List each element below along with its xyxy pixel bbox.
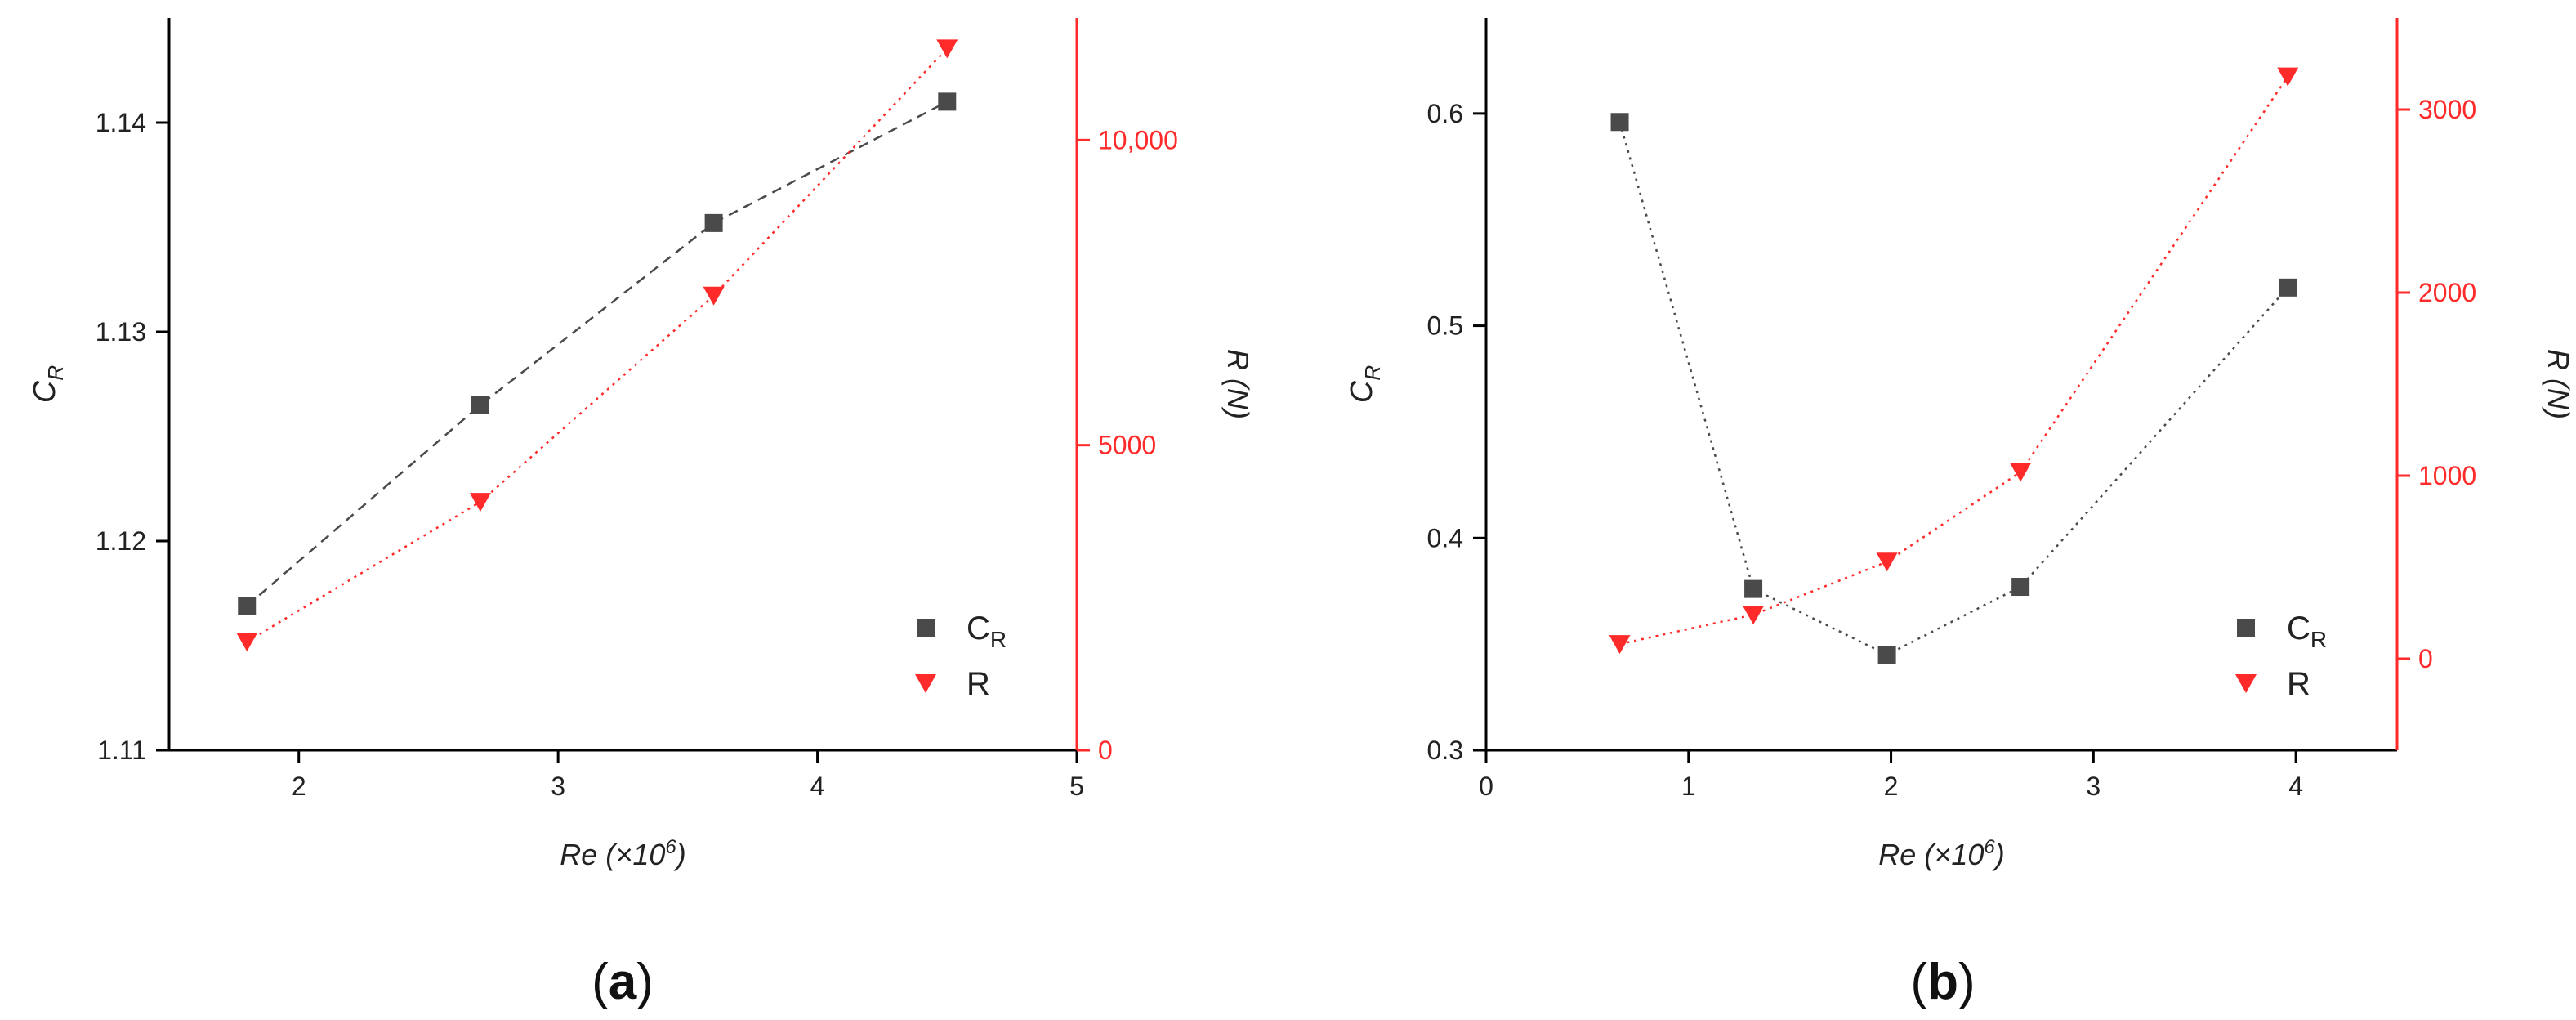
panel-a-legend-r-marker [915,674,936,693]
panel-b-series-r-point [2277,67,2299,87]
panel-a-y-tick-label: 1.12 [96,526,146,556]
panel-b-x-axis-label: Re (×106) [1878,836,2004,871]
panel-b-y2-tick-label: 3000 [2418,95,2476,124]
panel-b-series-cr-point [2279,278,2297,297]
panel-a-series-r-point [936,39,958,59]
panel-a-x-axis-label-main: Re (×10 [560,838,665,871]
panel-a-y-axis-label-main: C [28,380,62,403]
panel-b-series-cr-point [1610,113,1629,132]
panel-b-legend-cr-label-main: C [2287,611,2310,646]
panel-b-y2-tick-label: 2000 [2418,278,2476,307]
panel-a-series-cr-point [238,597,257,615]
panel-b-legend-cr-marker [2237,619,2255,637]
panel-b-label-open: ( [1910,954,1927,1010]
panel-b-series-r-point [1876,552,1898,572]
panel-a-x-tick-label: 5 [1069,772,1084,801]
panel-a-legend: CRR [915,611,1007,702]
panel-b-x-tick-label: 0 [1479,772,1493,801]
panel-b-legend-cr-label: CR [2287,611,2327,652]
panel-a-legend-cr-label: CR [967,611,1007,652]
panel-a-x-axis-label-sup: 6 [665,836,676,858]
panel-b-series-cr-line [1618,121,2289,656]
panel-b-y-axis-label-sub: R [1360,365,1385,381]
panel-b-series-cr-point [2011,578,2030,597]
panel-a-y-tick-label: 1.11 [97,736,146,765]
panel-a-y2-tick-label: 10,000 [1098,125,1178,154]
panel-a-series-cr-point [938,92,957,111]
panel-a-label-close: ) [636,954,654,1010]
panel-a-series-r-line [246,47,949,643]
panel-a: 2 3 4 5 1.11 1.12 1.13 1.14 0 5000 10,000 Re (×106)… [28,18,1255,1010]
panel-b-series-cr-point [1877,646,1896,664]
panel-a-series-cr-point [471,396,489,414]
panel-a-x-tick-label: 2 [292,772,306,801]
panel-b-y-tick-label: 0.5 [1427,311,1463,341]
panel-b-series-cr-point [1744,579,1763,598]
panel-b-legend-cr-label-sub: R [2310,627,2327,652]
panel-a-y-tick-label: 1.13 [96,317,146,347]
panel-a-label-letter: a [609,954,637,1010]
panel-b-x-axis-label-main: Re (×10 [1878,838,1984,871]
panel-a-y2-axis-label: R (N) [1221,349,1255,419]
panel-b-series-r-point [2010,463,2032,482]
panel-b-y-tick-label: 0.4 [1427,523,1463,552]
panel-b-label-close: ) [1958,954,1976,1010]
panel-b-x-axis-label-close: ) [1992,838,2005,871]
panel-a-legend-cr-marker [917,619,935,637]
panel-b-legend: CRR [2235,611,2327,702]
panel-b-y2-axis-label: R (N) [2542,349,2575,419]
panel-b-series-r-line [1619,75,2289,646]
panel-b-x-tick-label: 4 [2288,772,2303,801]
panel-b-legend-r-label: R [2287,666,2310,702]
panel-b-y-axis-label-main: C [1345,380,1379,403]
panel-a-x-tick-label: 4 [810,772,825,801]
panel-a-y2-tick-label: 0 [1098,736,1113,765]
panel-a-y2-tick-label: 5000 [1098,431,1156,460]
panel-b-series-r-point [1743,606,1765,625]
panel-b-x-tick-label: 1 [1681,772,1696,801]
panel-b-y2-tick-label: 1000 [2418,461,2476,490]
panel-a-legend-cr-label-main: C [967,611,990,646]
panel-a-label: (a) [592,954,654,1010]
panel-b-x-tick-label: 2 [1884,772,1899,801]
panel-b-y2-tick-label: 0 [2418,644,2433,673]
panel-a-series-cr-line [246,101,948,607]
panel-b-label: (b) [1910,954,1975,1010]
panel-b-series-r-point [1609,635,1631,655]
panel-b-y-tick-label: 0.3 [1427,736,1463,765]
panel-b-x-axis-label-sup: 6 [1984,836,1995,858]
panel-a-x-tick-label: 3 [551,772,565,801]
panel-a-y-tick-label: 1.14 [96,108,146,137]
panel-a-label-open: ( [592,954,609,1010]
panel-b-y-axis-label: CR [1345,365,1385,403]
panel-a-series-r-point [469,493,491,512]
panel-b-x-tick-label: 3 [2086,772,2101,801]
panel-b: 0 1 2 3 4 0.3 0.4 0.5 0.6 0 1000 2000 3000 Re (×106) C… [1345,18,2575,1010]
panel-b-label-letter: b [1927,954,1958,1010]
panel-a-y-axis-label-sub: R [43,365,68,381]
panel-a-series-r-point [703,286,725,306]
panel-a-x-axis-label-close: ) [673,838,686,871]
panel-a-series-r-point [236,633,258,652]
panel-b-y-tick-label: 0.6 [1427,99,1463,128]
panel-a-legend-r-label: R [967,666,990,702]
panel-a-legend-cr-label-sub: R [990,627,1007,652]
panel-a-y-axis-label: CR [28,365,68,403]
panel-a-series-cr-point [704,213,723,232]
panel-b-legend-r-marker [2235,674,2257,693]
panel-a-x-axis-label: Re (×106) [560,836,685,871]
